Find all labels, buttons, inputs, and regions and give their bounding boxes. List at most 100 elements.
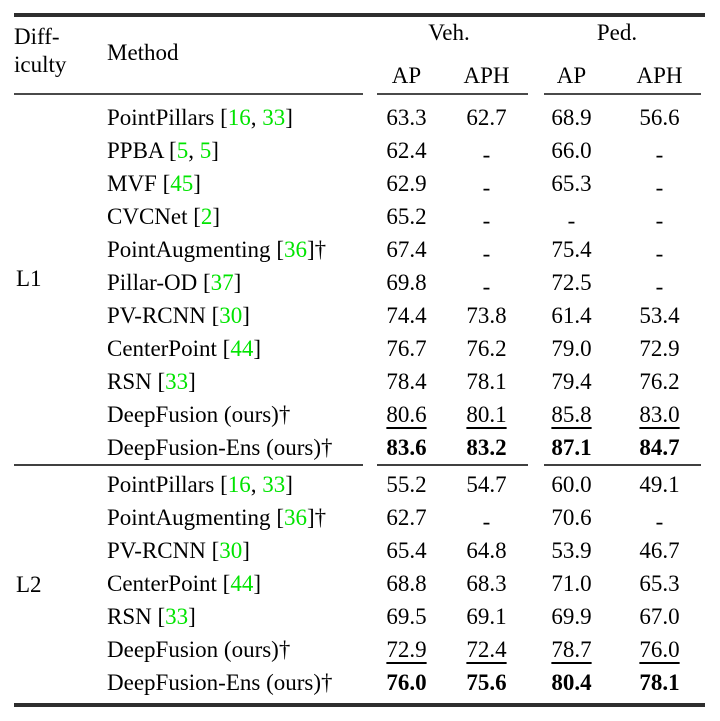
method-name: RSN (107, 604, 152, 630)
metric-value: 69.5 (386, 604, 427, 630)
value-cell: 62.7 (444, 101, 529, 134)
missing-value: - (655, 174, 664, 200)
citation-link[interactable]: 16 (227, 104, 251, 130)
metric-value: 68.9 (551, 104, 592, 130)
citation-link[interactable]: 30 (219, 538, 243, 564)
value-cell: 67.0 (614, 600, 705, 633)
citation-link[interactable]: 44 (230, 571, 254, 597)
metric-value: 76.7 (386, 335, 427, 361)
metric-value: 83.0 (639, 401, 680, 427)
citation-link[interactable]: 5 (199, 137, 212, 163)
method-cell: CenterPoint [44] (107, 567, 369, 600)
citation-link[interactable]: 33 (165, 368, 189, 394)
section-l1: L1 PointPillars [16, 33] 63.3 62.7 68.9 56.6 P… (14, 95, 705, 464)
method-name: PointPillars (107, 104, 215, 130)
citation-link[interactable]: 44 (230, 335, 254, 361)
value-cell: 78.1 (614, 666, 705, 699)
section-l2: L2 PointPillars [16, 33] 55.2 54.7 60.0 49.1 P… (14, 466, 705, 703)
value-cell: 78.1 (444, 365, 529, 398)
method-name: PointAugmenting (107, 505, 271, 531)
metric-value: 72.9 (386, 637, 427, 663)
method-name: PV-RCNN (107, 302, 206, 328)
citation-link[interactable]: 33 (262, 472, 286, 498)
citation-bracket: [ (205, 538, 220, 564)
value-cell: - (614, 266, 705, 299)
metric-value: 69.8 (386, 269, 427, 295)
citation-bracket: [ (197, 269, 211, 295)
value-cell: 49.1 (614, 468, 705, 501)
value-cell: - (444, 501, 529, 534)
value-cell: 68.8 (369, 567, 444, 600)
citation-bracket: ] (253, 335, 261, 361)
citation-link[interactable]: 30 (219, 302, 243, 328)
metric-value: 72.5 (551, 269, 592, 295)
missing-value: - (482, 174, 491, 200)
table-row: RSN [33] 69.5 69.1 69.9 67.0 (14, 600, 705, 633)
value-cell: 65.4 (369, 534, 444, 567)
method-name: CenterPoint (107, 571, 217, 597)
difficulty-cell (14, 134, 107, 167)
missing-value: - (482, 207, 491, 233)
missing-value: - (655, 509, 664, 535)
method-cell: PointPillars [16, 33] (107, 468, 369, 501)
citation-link[interactable]: 36 (283, 505, 307, 531)
table-row: DeepFusion (ours)† 72.9 72.4 78.7 76.0 (14, 633, 705, 666)
citation-link[interactable]: 45 (170, 170, 194, 196)
top-rule (14, 13, 705, 17)
metric-value: 79.0 (551, 335, 592, 361)
citation-link[interactable]: 36 (283, 236, 307, 262)
citation-bracket: [ (205, 302, 220, 328)
citation-bracket: [ (216, 571, 231, 597)
metric-value: 53.9 (551, 538, 592, 564)
value-cell: - (444, 266, 529, 299)
method-name: CVCNet (107, 203, 188, 229)
metric-value: 68.3 (466, 571, 507, 597)
method-name: CenterPoint (107, 335, 217, 361)
vehicle-subheaders: AP APH (369, 63, 529, 89)
value-cell: 69.5 (369, 600, 444, 633)
table-row: PPBA [5, 5] 62.4 - 66.0 - (14, 134, 705, 167)
method-name: DeepFusion-Ens (ours) (107, 670, 321, 696)
table-row: CenterPoint [44] 76.7 76.2 79.0 72.9 (14, 332, 705, 365)
metric-value: 67.0 (639, 604, 680, 630)
veh-ap-header: AP (391, 62, 422, 88)
metric-value: 83.6 (386, 434, 427, 460)
citation-link[interactable]: 16 (227, 472, 251, 498)
citation-bracket: [ (151, 604, 166, 630)
pedestrian-group-header: Ped. AP APH (529, 17, 705, 93)
value-cell: 63.3 (369, 101, 444, 134)
citation-link[interactable]: 33 (165, 604, 189, 630)
value-cell: 74.4 (369, 299, 444, 332)
metric-value: 56.6 (639, 104, 680, 130)
vehicle-group-header: Veh. AP APH (369, 17, 529, 93)
value-cell: 78.7 (529, 633, 614, 666)
method-cell: RSN [33] (107, 600, 369, 633)
citation-link[interactable]: 5 (176, 137, 189, 163)
citation-separator: , (250, 472, 263, 498)
citation-link[interactable]: 37 (210, 269, 234, 295)
value-cell: 65.3 (529, 167, 614, 200)
missing-value: - (567, 207, 576, 233)
value-cell: 76.2 (614, 365, 705, 398)
value-cell: 79.4 (529, 365, 614, 398)
table-row: DeepFusion-Ens (ours)† 76.0 75.6 80.4 78.1 (14, 666, 705, 699)
citation-link[interactable]: 33 (262, 104, 286, 130)
dagger-mark: † (321, 434, 333, 460)
table-row: PV-RCNN [30] 65.4 64.8 53.9 46.7 (14, 534, 705, 567)
metric-value: 69.9 (551, 604, 592, 630)
citation-link[interactable]: 2 (200, 203, 213, 229)
method-cell: DeepFusion-Ens (ours)† (107, 431, 369, 464)
citation-bracket: ] (188, 368, 196, 394)
difficulty-cell (14, 666, 107, 699)
value-cell: 80.4 (529, 666, 614, 699)
table-row: MVF [45] 62.9 - 65.3 - (14, 167, 705, 200)
citation-bracket: [ (214, 472, 228, 498)
method-column-header: Method (107, 39, 179, 65)
citation-bracket: [ (270, 236, 284, 262)
value-cell: 65.3 (614, 567, 705, 600)
citation-bracket: ] (306, 505, 315, 531)
metric-value: 73.8 (466, 302, 507, 328)
veh-aph-header: APH (463, 62, 510, 88)
value-cell: 76.2 (444, 332, 529, 365)
metric-value: 76.0 (639, 637, 680, 663)
